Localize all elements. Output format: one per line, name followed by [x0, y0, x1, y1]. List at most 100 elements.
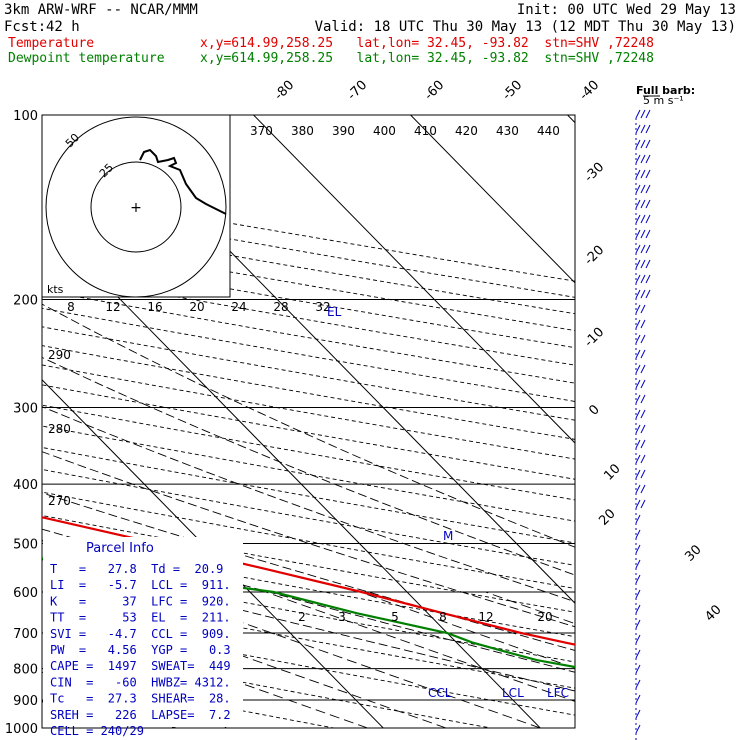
wind-barb-flag	[640, 454, 646, 464]
wind-barb-flag	[635, 424, 641, 434]
hodograph-speed-label: 28	[273, 300, 288, 314]
isotherm-label: -80	[272, 78, 298, 104]
pressure-label-400: 400	[13, 478, 38, 493]
wind-barb-flag	[640, 259, 646, 269]
barb-legend-title: Full barb:	[636, 84, 695, 97]
wind-barb-flag	[635, 259, 641, 269]
parcel-info-line: LI = -5.7 LCL = 911.	[50, 578, 231, 592]
hodograph-speed-label: 16	[147, 300, 162, 314]
wind-barb-flag	[640, 214, 646, 224]
parcel-info-title: Parcel Info	[86, 541, 154, 556]
wind-barb-flag	[640, 169, 646, 179]
hodograph-trace	[139, 148, 227, 215]
wind-barb-flag	[640, 424, 646, 434]
wind-barb-flag	[635, 334, 641, 344]
wind-barb-flag	[645, 274, 651, 284]
parcel-info-line: K = 37 LFC = 920.	[50, 594, 231, 608]
wind-barb-flag	[640, 499, 646, 509]
theta-label: 370	[250, 124, 273, 138]
hodograph-origin: +	[130, 200, 142, 216]
moist-adiabat	[42, 303, 575, 548]
wind-barb-flag	[640, 409, 646, 419]
wind-barb-flag	[635, 619, 641, 629]
theta-label: 410	[414, 124, 437, 138]
wind-barb-flag	[645, 214, 651, 224]
isotherm-label: -70	[345, 78, 371, 104]
pressure-label-100: 100	[13, 109, 38, 124]
wind-barb-flag	[640, 139, 646, 149]
m-marker: M	[443, 529, 453, 543]
mixing-ratio-line	[265, 591, 575, 702]
pressure-label-600: 600	[13, 586, 38, 601]
init-time: Init: 00 UTC Wed 29 May 13	[516, 2, 736, 18]
hodograph-speed-label: 24	[231, 300, 246, 314]
dry-adiabat	[42, 345, 575, 440]
wind-barb-flag	[635, 184, 641, 194]
wind-barb-flag	[635, 169, 641, 179]
wind-barb-flag	[640, 109, 646, 119]
wind-barb-flag	[635, 244, 641, 254]
wind-barb-flag	[640, 319, 646, 329]
mixing-ratio-label: 20	[537, 610, 552, 624]
wind-barb-flag	[635, 484, 641, 494]
valid-time: Valid: 18 UTC Thu 30 May 13 (12 MDT Thu …	[314, 19, 736, 35]
wind-barb-flag	[635, 274, 641, 284]
wind-barb-flag	[635, 649, 641, 659]
wind-barb-flag	[635, 379, 641, 389]
dry-adiabat	[42, 514, 575, 613]
thetae-label: 280	[48, 422, 71, 436]
wind-barb-flag	[645, 289, 651, 299]
wind-barb-flag	[635, 109, 641, 119]
wind-barb-flag	[640, 379, 646, 389]
wind-barb-flag	[635, 574, 641, 584]
isotherm	[409, 115, 575, 284]
wind-barb-flag	[635, 544, 641, 554]
parcel-info-line: CAPE = 1497 SWEAT= 449	[50, 659, 231, 673]
pressure-label-900: 900	[13, 694, 38, 709]
wind-barb-flag	[635, 124, 641, 134]
wind-barb-flag	[645, 229, 651, 239]
isotherm-label: 40	[702, 602, 724, 624]
wind-barb-flag	[640, 469, 646, 479]
wind-barb-flag	[635, 454, 641, 464]
wind-barb-flag	[635, 289, 641, 299]
isotherm	[252, 115, 575, 444]
theta-label: 400	[373, 124, 396, 138]
wind-barb-flag	[640, 364, 646, 374]
wind-barb-flag	[635, 364, 641, 374]
mixing-ratio-line	[359, 591, 575, 669]
moist-adiabat	[42, 356, 575, 576]
wind-barb-flag	[635, 709, 641, 719]
wind-barb-flag	[640, 229, 646, 239]
wind-barb-flag	[635, 349, 641, 359]
isotherm-label: 30	[682, 542, 704, 564]
parcel-info-line: T = 27.8 Td = 20.9	[50, 562, 223, 576]
parcel-info-line: TT = 53 EL = 211.	[50, 611, 231, 625]
mixing-ratio-label: 3	[338, 610, 346, 624]
isotherm-label: 10	[601, 461, 623, 483]
isotherm	[566, 115, 575, 124]
parcel-info-line: CELL = 240/29	[50, 724, 144, 738]
moist-adiabat	[42, 451, 575, 628]
wind-barb-flag	[635, 559, 641, 569]
pressure-label-200: 200	[13, 294, 38, 309]
dewpoint-legend-info: x,y=614.99,258.25 lat,lon= 32.45, -93.82…	[200, 51, 654, 66]
temperature-legend-label: Temperature	[8, 36, 95, 51]
thetae-label: 270	[48, 494, 71, 508]
wind-barb-flag	[635, 199, 641, 209]
dry-adiabat	[42, 491, 575, 589]
wind-barb-flag	[640, 439, 646, 449]
hodograph-speed-label: 8	[67, 300, 75, 314]
isotherm-label: -10	[582, 325, 608, 351]
wind-barb-flag	[645, 169, 651, 179]
el-marker: EL	[327, 305, 342, 319]
wind-barb-flag	[640, 304, 646, 314]
wind-barb-flag	[635, 634, 641, 644]
forecast-label: Fcst:	[4, 19, 47, 35]
wind-barb-flag	[635, 724, 641, 734]
wind-barb-flag	[640, 124, 646, 134]
mixing-ratio-line	[485, 591, 575, 625]
wind-barb-flag	[635, 229, 641, 239]
lfc-marker: LFC	[547, 686, 569, 700]
